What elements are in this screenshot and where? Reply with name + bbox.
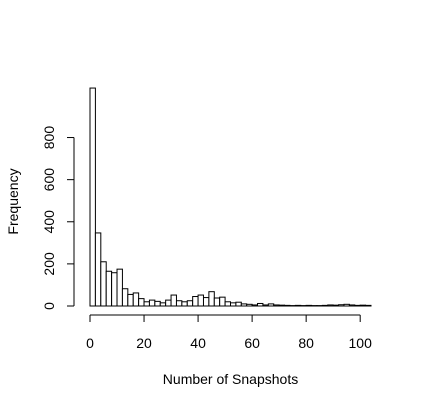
histogram-bar [202, 297, 210, 307]
y-tick-label: 0 [41, 302, 57, 310]
histogram-bar [197, 294, 204, 307]
histogram-bar [127, 293, 134, 307]
histogram-bar [154, 300, 161, 307]
histogram-bar [148, 299, 156, 307]
histogram-bar [100, 261, 107, 307]
x-tick-label: 60 [244, 335, 260, 351]
y-tick-label: 800 [41, 126, 57, 150]
y-tick-label: 200 [41, 252, 57, 276]
histogram-bar [213, 297, 221, 307]
histogram-bar [262, 304, 269, 307]
histogram-bar [338, 304, 345, 307]
histogram-bar [305, 304, 313, 307]
histogram-bar [192, 296, 199, 307]
histogram-bar [116, 268, 123, 307]
histogram-bar [240, 303, 248, 307]
histogram-bar [321, 304, 329, 307]
histogram-bar [273, 304, 280, 307]
y-axis-title: Frequency [5, 168, 21, 234]
histogram-bar [186, 300, 194, 307]
x-tick-label: 100 [349, 335, 373, 351]
histogram-bar [294, 304, 302, 307]
histogram-bar [181, 301, 188, 307]
histogram-bar [111, 272, 118, 307]
y-axis-ticks: 0 200 400 600 800 [41, 126, 74, 310]
histogram-bar [175, 300, 183, 307]
x-tick-label: 40 [190, 335, 206, 351]
y-tick-label: 400 [41, 210, 57, 234]
x-tick-label: 0 [86, 335, 94, 351]
histogram-bar [365, 304, 372, 307]
histogram-bar [343, 303, 350, 307]
histogram-bar [230, 302, 237, 307]
histogram-bar [327, 304, 334, 307]
histogram-bar [267, 303, 275, 307]
histogram-bar [105, 270, 113, 307]
histogram-bar [165, 299, 172, 307]
histogram-bar [138, 298, 145, 307]
histogram-bar [132, 292, 140, 307]
histogram-bar [359, 304, 367, 307]
histogram-bar [219, 296, 226, 307]
x-axis-title: Number of Snapshots [163, 371, 298, 387]
histogram-bar [246, 303, 253, 307]
y-tick-label: 600 [41, 168, 57, 192]
histogram-bar [208, 291, 215, 307]
histogram-bar [251, 304, 259, 307]
histogram-bar [143, 301, 150, 307]
histogram-bar [170, 294, 177, 307]
histogram-bar [235, 301, 242, 307]
x-tick-label: 20 [136, 335, 152, 351]
histogram-bar [94, 232, 102, 307]
histogram-bar [257, 302, 264, 307]
histogram-bar [121, 288, 129, 307]
histogram-bar [159, 302, 167, 307]
x-tick-label: 80 [298, 335, 314, 351]
histogram-bar [332, 304, 340, 307]
histogram-bar [348, 304, 356, 307]
histogram-bar [284, 304, 291, 307]
x-axis-ticks: 0 20 40 60 80 100 [86, 315, 372, 351]
histogram-bars [89, 87, 372, 307]
histogram-bar [278, 304, 286, 307]
histogram-bar [224, 301, 232, 307]
histogram-bar [354, 304, 361, 307]
histogram-bar [89, 87, 96, 307]
